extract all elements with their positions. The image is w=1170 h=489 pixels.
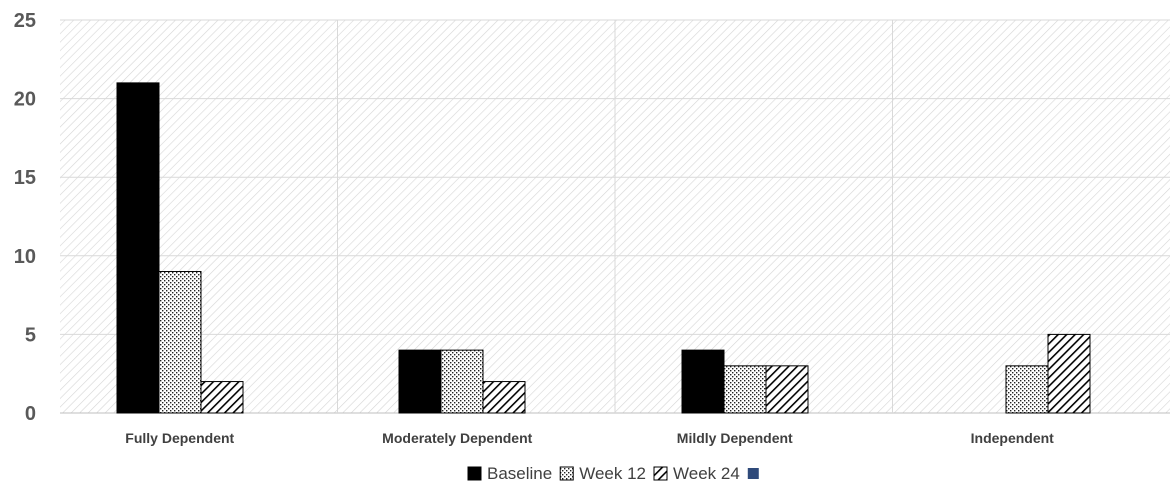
bar-week-24 — [1047, 333, 1091, 414]
x-tick-label: Independent — [971, 430, 1055, 446]
bar-baseline — [116, 82, 160, 414]
bar-week-24 — [765, 365, 809, 414]
legend: Baseline Week 12 Week 24 — [467, 464, 759, 483]
legend-swatch-extra — [747, 468, 759, 479]
bar-week-24 — [200, 381, 244, 414]
y-tick-label: 10 — [14, 246, 36, 268]
y-tick-label: 15 — [14, 167, 36, 189]
y-tick-label: 25 — [14, 10, 36, 32]
gridlines — [60, 19, 1170, 414]
x-tick-label: Moderately Dependent — [382, 430, 532, 446]
bar-baseline — [398, 349, 442, 414]
legend-swatch-week-12 — [559, 466, 574, 481]
y-tick-label: 5 — [25, 324, 36, 346]
y-tick-label: 0 — [25, 403, 36, 425]
x-tick-label: Fully Dependent — [125, 430, 234, 446]
legend-swatch-baseline — [467, 466, 482, 481]
legend-swatch-week-24 — [653, 466, 668, 481]
bar-week-12 — [723, 365, 767, 414]
x-tick-label: Mildly Dependent — [677, 430, 793, 446]
legend-label: Baseline — [487, 464, 552, 483]
bar-week-12 — [440, 349, 484, 414]
bar-week-12 — [1005, 365, 1049, 414]
bars — [116, 82, 1091, 414]
y-tick-label: 20 — [14, 89, 36, 111]
bar-week-24 — [482, 381, 526, 414]
legend-label: Week 12 — [579, 464, 646, 483]
bar-week-12 — [158, 271, 202, 414]
bar-baseline — [681, 349, 725, 414]
legend-label: Week 24 — [673, 464, 740, 483]
x-axis: Fully Dependent Moderately Dependent Mildl… — [125, 430, 1054, 446]
y-axis: 0 5 10 15 20 25 — [14, 10, 36, 425]
